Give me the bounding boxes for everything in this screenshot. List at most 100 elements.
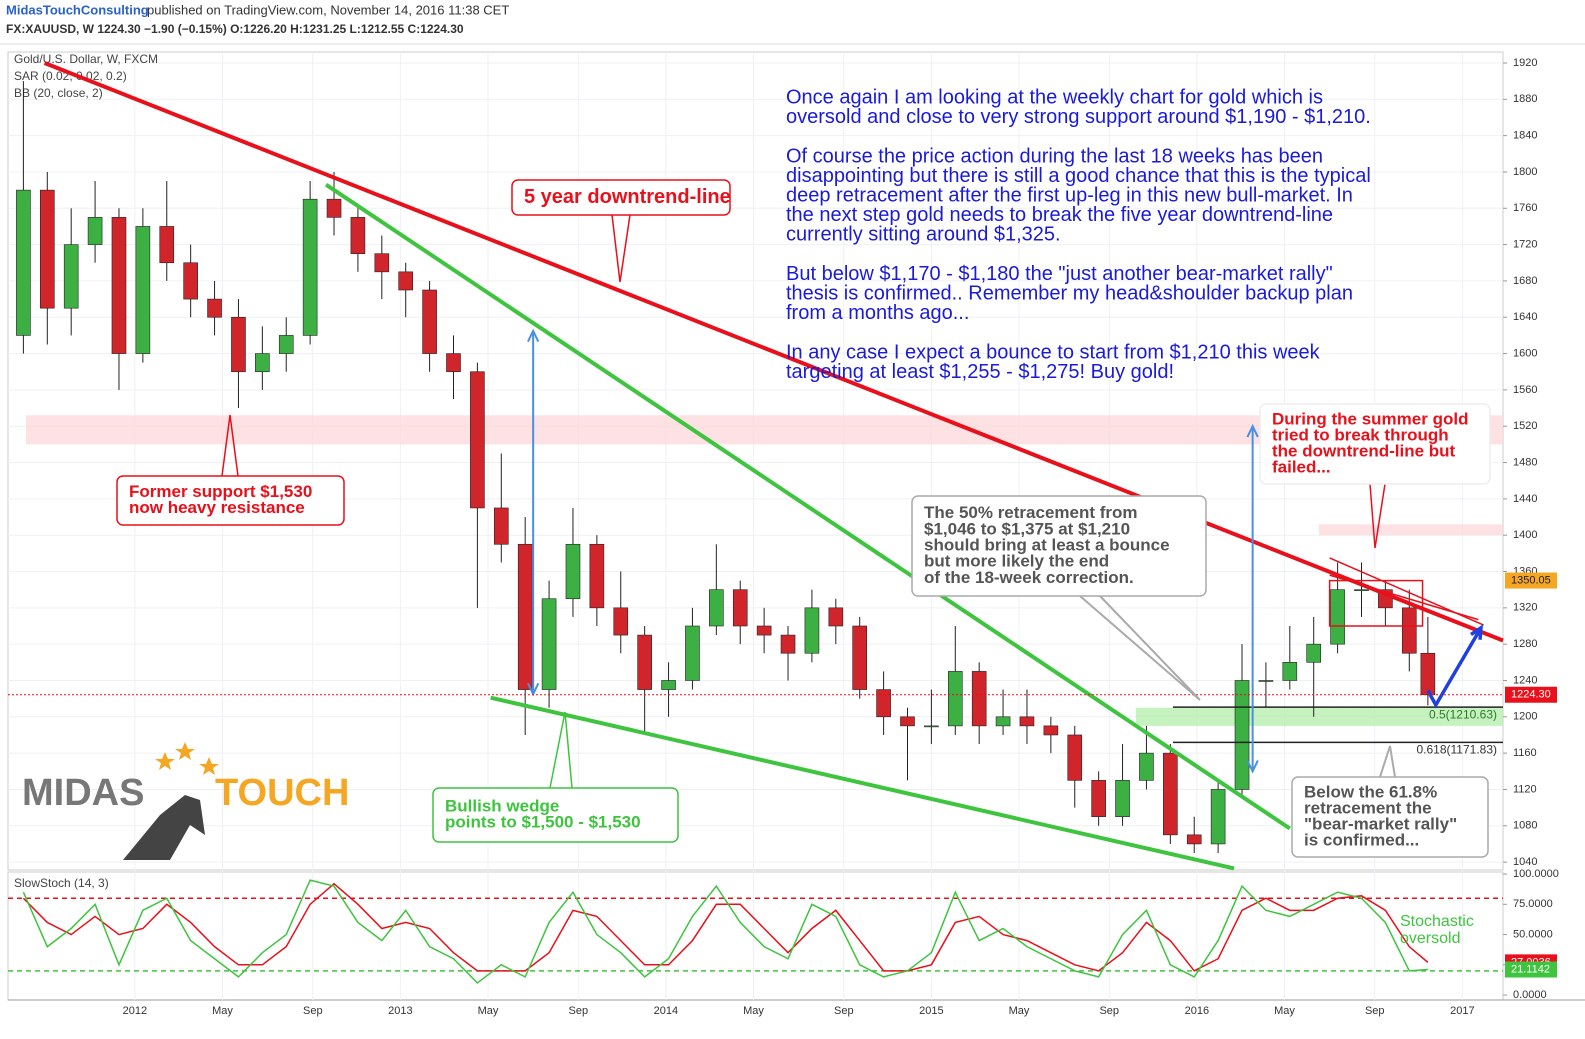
y-tick-label: 1240 <box>1513 674 1537 686</box>
candle-body <box>1282 662 1298 681</box>
candle-body <box>1067 734 1083 781</box>
fib-label: 0.618(1171.83) <box>1416 743 1497 757</box>
annotation-text: of the 18-week correction. <box>924 568 1134 587</box>
legend-entry: BB (20, close, 2) <box>14 86 103 100</box>
candle-body <box>589 543 605 609</box>
x-tick-label: Sep <box>303 1005 323 1017</box>
candle-body <box>1420 652 1436 696</box>
candle-body <box>1139 752 1154 781</box>
publisher: MidasTouchConsulting <box>6 2 149 17</box>
candle-body <box>207 298 222 318</box>
candle-body <box>1115 780 1130 817</box>
candle-body <box>709 589 724 627</box>
y-tick-label: 1800 <box>1513 166 1537 178</box>
y-tick-label: 1320 <box>1513 602 1537 614</box>
x-tick-label: 2014 <box>654 1005 678 1017</box>
y-tick-label: 1760 <box>1513 202 1537 214</box>
stoch-note: Stochastic <box>1400 913 1474 930</box>
y-tick-label: 1040 <box>1513 856 1537 868</box>
arrow-head <box>1246 423 1259 438</box>
candle-body <box>159 226 175 264</box>
commentary-line: oversold and close to very strong suppor… <box>786 106 1371 128</box>
last-price-label: 1224.30 <box>1511 689 1551 701</box>
annotation-text: the downtrend-line but <box>1272 442 1456 461</box>
logo-text: TOUCH <box>215 772 349 814</box>
x-tick-label: 2013 <box>388 1005 412 1017</box>
annotation-text: "bear-market rally" <box>1304 815 1457 834</box>
candle-body <box>39 189 55 309</box>
annotations: 5 year downtrend-line Former support $1,5… <box>22 86 1491 947</box>
y-tick-label: 1160 <box>1513 747 1537 759</box>
candle-body <box>732 589 748 627</box>
commentary-line: disappointing but there is still a good … <box>786 165 1371 187</box>
candle-body <box>278 335 294 354</box>
candle-body <box>302 198 318 336</box>
annotation-text: points to $1,500 - $1,530 <box>445 813 641 832</box>
x-tick-label: Sep <box>1365 1005 1385 1017</box>
annotation-text: During the summer gold <box>1272 409 1468 428</box>
price-pane <box>7 51 1504 871</box>
trendline <box>324 183 1291 831</box>
commentary-line: from a months ago... <box>786 302 969 324</box>
x-tick-label: May <box>743 1005 764 1017</box>
annotation-text: is confirmed... <box>1304 831 1419 850</box>
x-tick-label: May <box>212 1005 233 1017</box>
value-tag <box>1505 961 1557 978</box>
candle-body <box>517 543 533 690</box>
annotation-box <box>1291 776 1489 858</box>
candle-body <box>1186 834 1202 845</box>
x-tick-label: May <box>1009 1005 1030 1017</box>
candle-body <box>1091 780 1106 817</box>
arrow <box>1426 626 1483 709</box>
candle-body <box>780 634 796 654</box>
x-tick-label: Sep <box>834 1005 854 1017</box>
y-tick-label: 1840 <box>1513 130 1537 142</box>
trendline <box>1329 574 1479 621</box>
candle-body <box>1163 752 1178 836</box>
stoch-note: oversold <box>1400 930 1460 947</box>
candle-body <box>876 689 891 718</box>
box <box>1328 579 1424 627</box>
annotation-text: now heavy resistance <box>129 498 305 517</box>
candle-body <box>613 607 629 636</box>
y-tick-label: 1120 <box>1513 783 1537 795</box>
candle-body <box>852 625 868 690</box>
commentary-line: But below $1,170 - $1,180 the "just anot… <box>786 263 1333 285</box>
y-tick-label: 0.0000 <box>1513 989 1547 1001</box>
commentary-line: deep retracement after the first up-leg … <box>786 184 1353 206</box>
zone <box>26 415 1504 445</box>
zone <box>1135 707 1503 726</box>
y-tick-label: 1080 <box>1513 820 1537 832</box>
x-tick-label: Sep <box>568 1005 588 1017</box>
y-tick-label: 1280 <box>1513 638 1537 650</box>
annotation-box <box>1259 403 1491 485</box>
arrow-head <box>527 328 540 343</box>
x-tick-label: 2017 <box>1450 1005 1474 1017</box>
annotation-text: retracement the <box>1304 798 1432 817</box>
y-tick-label: 1560 <box>1513 384 1537 396</box>
annotation-text: tried to break through <box>1272 425 1449 444</box>
candle-body <box>422 289 437 354</box>
y-tick-label: 1880 <box>1513 93 1537 105</box>
candle-body <box>111 217 127 354</box>
candle-body <box>1330 589 1345 645</box>
arrow-head <box>1470 624 1483 640</box>
y-tick-label: 1920 <box>1513 57 1537 69</box>
candle-body <box>1210 789 1226 845</box>
candle-body <box>1401 607 1417 654</box>
candle-body <box>995 716 1011 727</box>
annotation-text: Below the 61.8% <box>1304 782 1437 801</box>
candle-body <box>1354 589 1369 591</box>
y-tick-label: 1400 <box>1513 529 1537 541</box>
y-tick-label: 1600 <box>1513 347 1537 359</box>
price-tag <box>1505 572 1557 589</box>
candle-body <box>16 189 31 336</box>
annotation-box <box>511 179 731 216</box>
x-tick-label: 2012 <box>123 1005 147 1017</box>
annotation-text: failed... <box>1272 458 1331 477</box>
candle-body <box>685 625 700 681</box>
candle-body <box>1019 716 1035 727</box>
logo-text: MIDAS <box>22 772 144 814</box>
trendline <box>43 61 1504 643</box>
